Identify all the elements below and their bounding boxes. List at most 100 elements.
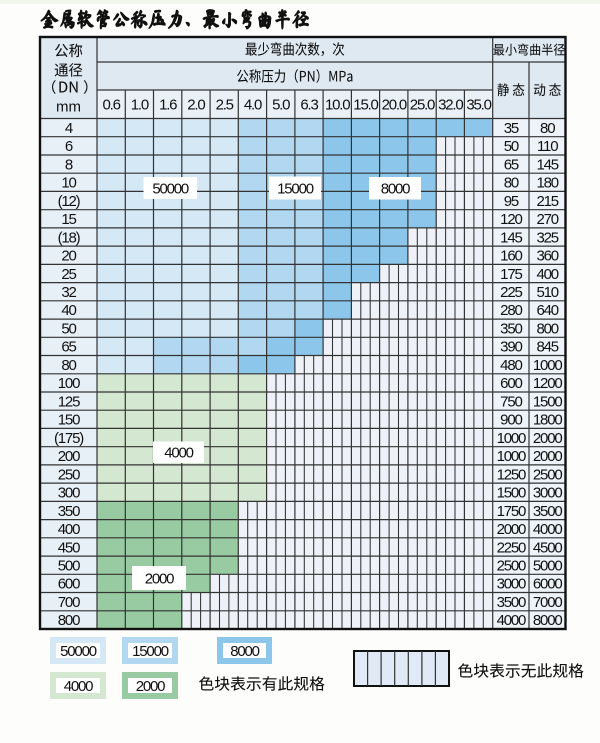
svg-text:800: 800 (58, 612, 80, 629)
svg-text:500: 500 (58, 558, 80, 575)
svg-text:1.0: 1.0 (131, 97, 149, 114)
svg-text:6.3: 6.3 (300, 97, 318, 114)
svg-text:8000: 8000 (381, 181, 410, 198)
svg-text:640: 640 (536, 302, 558, 319)
svg-text:10: 10 (61, 175, 76, 192)
svg-text:(18): (18) (58, 229, 81, 246)
svg-text:32.0: 32.0 (438, 97, 463, 114)
svg-text:5000: 5000 (533, 558, 562, 575)
svg-text:95: 95 (504, 193, 519, 210)
svg-text:50: 50 (61, 321, 76, 338)
svg-text:360: 360 (536, 248, 558, 265)
svg-text:6000: 6000 (533, 576, 562, 593)
svg-text:215: 215 (536, 193, 558, 210)
svg-text:3500: 3500 (497, 594, 526, 611)
svg-text:2000: 2000 (533, 430, 562, 447)
svg-text:35.0: 35.0 (466, 97, 491, 114)
svg-text:2000: 2000 (136, 678, 165, 695)
svg-text:325: 325 (536, 229, 558, 246)
svg-text:2.5: 2.5 (216, 97, 234, 114)
svg-text:50000: 50000 (60, 643, 97, 660)
svg-text:6: 6 (65, 138, 73, 155)
svg-text:35: 35 (504, 120, 519, 137)
svg-text:600: 600 (58, 576, 80, 593)
svg-text:4.0: 4.0 (244, 97, 262, 114)
svg-text:350: 350 (58, 503, 80, 520)
svg-text:10.0: 10.0 (325, 97, 350, 114)
svg-text:250: 250 (58, 466, 80, 483)
svg-text:280: 280 (500, 302, 522, 319)
svg-text:600: 600 (500, 375, 522, 392)
svg-text:8: 8 (65, 156, 73, 173)
svg-text:8000: 8000 (533, 612, 562, 629)
svg-text:3000: 3000 (497, 576, 526, 593)
svg-text:3500: 3500 (533, 503, 562, 520)
svg-text:1500: 1500 (497, 485, 526, 502)
svg-text:50: 50 (504, 138, 519, 155)
svg-text:145: 145 (536, 156, 558, 173)
svg-text:1.6: 1.6 (159, 97, 177, 114)
svg-text:900: 900 (500, 412, 522, 429)
svg-text:4000: 4000 (164, 445, 193, 462)
svg-text:1750: 1750 (497, 503, 526, 520)
svg-text:4000: 4000 (64, 678, 93, 695)
svg-text:80: 80 (61, 357, 76, 374)
svg-text:800: 800 (536, 321, 558, 338)
svg-text:(175): (175) (54, 430, 84, 447)
svg-text:750: 750 (500, 393, 522, 410)
svg-text:15000: 15000 (132, 643, 169, 660)
svg-text:100: 100 (58, 375, 80, 392)
svg-text:180: 180 (536, 175, 558, 192)
svg-text:390: 390 (500, 339, 522, 356)
svg-text:1800: 1800 (533, 412, 562, 429)
svg-text:2000: 2000 (145, 570, 174, 587)
svg-text:50000: 50000 (152, 180, 189, 197)
svg-text:20: 20 (61, 248, 76, 265)
svg-text:1000: 1000 (497, 448, 526, 465)
svg-text:120: 120 (500, 211, 522, 228)
svg-text:25.0: 25.0 (410, 97, 435, 114)
svg-text:25: 25 (61, 266, 76, 283)
svg-text:65: 65 (504, 156, 519, 173)
svg-text:1500: 1500 (533, 393, 562, 410)
svg-text:160: 160 (500, 248, 522, 265)
svg-text:700: 700 (58, 594, 80, 611)
svg-text:20.0: 20.0 (382, 97, 407, 114)
svg-text:40: 40 (61, 302, 76, 319)
svg-text:270: 270 (536, 211, 558, 228)
svg-text:110: 110 (537, 138, 558, 155)
svg-text:200: 200 (58, 448, 80, 465)
svg-text:150: 150 (58, 412, 80, 429)
svg-text:1250: 1250 (497, 466, 526, 483)
svg-text:1200: 1200 (533, 375, 562, 392)
svg-text:4500: 4500 (533, 539, 562, 556)
svg-text:450: 450 (58, 539, 80, 556)
svg-text:65: 65 (61, 339, 76, 356)
svg-text:0.6: 0.6 (102, 97, 120, 114)
svg-text:3000: 3000 (533, 485, 562, 502)
svg-text:4000: 4000 (497, 612, 526, 629)
svg-text:350: 350 (500, 321, 522, 338)
svg-text:4: 4 (65, 120, 73, 137)
svg-text:510: 510 (536, 284, 558, 301)
svg-text:845: 845 (536, 339, 558, 356)
svg-text:2250: 2250 (497, 539, 526, 556)
svg-text:400: 400 (58, 521, 80, 538)
svg-text:mm: mm (56, 99, 81, 116)
svg-text:2500: 2500 (497, 558, 526, 575)
svg-text:80: 80 (540, 120, 555, 137)
svg-text:15: 15 (61, 211, 76, 228)
svg-text:145: 145 (500, 229, 522, 246)
svg-text:1000: 1000 (497, 430, 526, 447)
svg-text:4000: 4000 (533, 521, 562, 538)
svg-text:32: 32 (61, 284, 76, 301)
svg-text:225: 225 (500, 284, 522, 301)
svg-text:7000: 7000 (533, 594, 562, 611)
svg-text:(12): (12) (58, 193, 81, 210)
svg-text:1000: 1000 (533, 357, 562, 374)
svg-text:300: 300 (58, 485, 80, 502)
svg-text:8000: 8000 (230, 643, 259, 660)
svg-text:175: 175 (500, 266, 522, 283)
svg-text:2000: 2000 (497, 521, 526, 538)
svg-text:2500: 2500 (533, 466, 562, 483)
